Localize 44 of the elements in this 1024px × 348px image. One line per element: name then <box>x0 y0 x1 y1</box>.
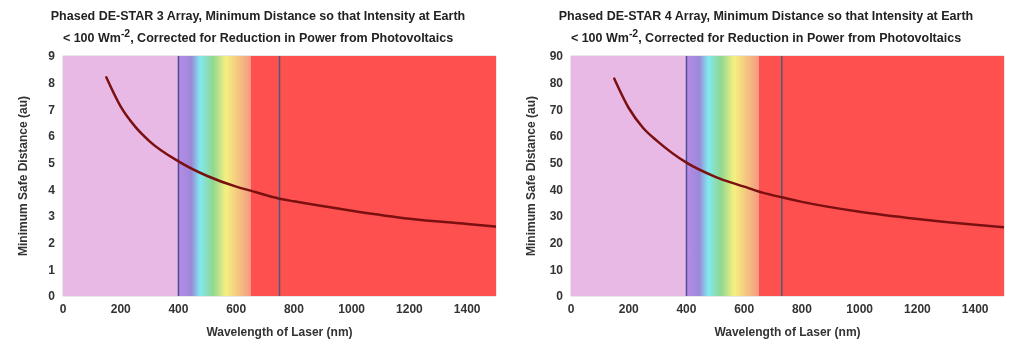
y-tick-label: 3 <box>48 209 56 224</box>
x-tick-label: 400 <box>168 301 189 316</box>
x-tick-label: 800 <box>283 301 305 316</box>
y-tick-label: 40 <box>549 182 564 197</box>
y-tick-label: 0 <box>556 289 564 304</box>
y-tick-label: 7 <box>48 102 56 117</box>
x-axis-title: Wavelength of Laser (nm) <box>206 325 353 340</box>
line-series <box>613 77 1004 229</box>
y-tick-label: 0 <box>48 289 56 304</box>
y-tick-label: 90 <box>549 49 564 64</box>
y-axis-title: Minimum Safe Distance (au) <box>16 96 31 257</box>
y-tick-label: 70 <box>549 102 564 117</box>
x-tick-label: 600 <box>734 301 755 316</box>
y-tick-label: 80 <box>549 76 564 91</box>
y-tick-label: 9 <box>48 49 56 64</box>
x-tick-label: 600 <box>226 301 247 316</box>
x-tick-label: 200 <box>618 301 640 316</box>
y-tick-label: 60 <box>549 129 564 144</box>
x-tick-label: 200 <box>110 301 132 316</box>
x-tick-label: 0 <box>567 301 575 316</box>
x-tick-label: 1400 <box>961 301 989 316</box>
y-tick-label: 6 <box>48 129 56 144</box>
y-tick-label: 5 <box>48 156 56 171</box>
y-axis-title: Minimum Safe Distance (au) <box>524 96 539 257</box>
y-tick-label: 50 <box>549 156 564 171</box>
y-tick-label: 30 <box>549 209 564 224</box>
y-tick-label: 8 <box>48 76 56 91</box>
x-tick-label: 800 <box>791 301 813 316</box>
x-axis-title: Wavelength of Laser (nm) <box>714 325 861 340</box>
x-tick-label: 1400 <box>453 301 481 316</box>
y-tick-label: 4 <box>48 182 56 197</box>
y-tick-label: 20 <box>549 236 564 251</box>
x-tick-label: 0 <box>59 301 67 316</box>
line-series <box>105 76 496 229</box>
x-tick-label: 1000 <box>338 301 366 316</box>
chart-title: Phased DE-STAR 3 Array, Minimum Distance so that Intensity at Earth < 100 Wm$^{-2}$, Corrected for Reduction in Power from Photovoltaics <box>49 8 467 48</box>
x-tick-label: 1000 <box>846 301 874 316</box>
chart-title: Phased DE-STAR 4 Array, Minimum Distance so that Intensity at Earth < 100 Wm$^{-2}$, Corrected for Reduction in Power from Photovoltaics <box>557 8 975 48</box>
x-tick-label: 1200 <box>904 301 932 316</box>
y-tick-label: 10 <box>549 262 564 277</box>
x-tick-label: 1200 <box>396 301 424 316</box>
y-tick-label: 2 <box>48 236 56 251</box>
x-tick-label: 400 <box>676 301 697 316</box>
y-tick-label: 1 <box>48 262 56 277</box>
